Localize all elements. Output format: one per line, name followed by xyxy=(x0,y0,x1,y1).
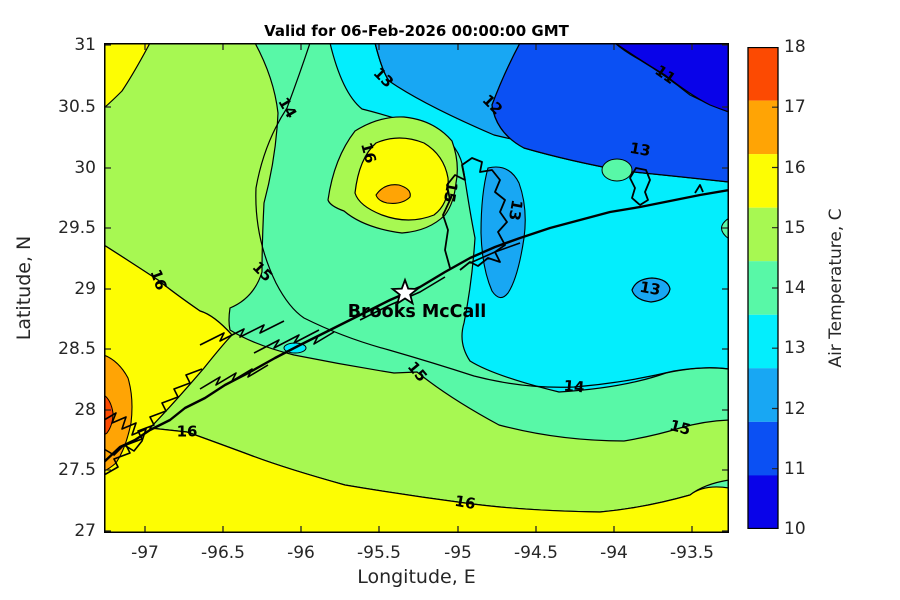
colorbar-tick-label: 11 xyxy=(784,459,806,479)
axis-ticks xyxy=(104,43,729,533)
colorbar-tick-label: 13 xyxy=(784,338,806,358)
colorbar-axis-label: Air Temperature, C xyxy=(826,208,846,368)
contour-label: 15 xyxy=(668,416,693,439)
fill-region-yellow-bottom xyxy=(104,244,729,533)
x-tick-label: -93.5 xyxy=(670,543,714,563)
station-name-label: Brooks McCall xyxy=(348,302,487,322)
x-tick-label: -94 xyxy=(600,543,628,563)
sabine-lake-outline xyxy=(629,167,651,206)
colorbar-tick-label: 15 xyxy=(784,218,806,238)
x-tick-label: -95 xyxy=(444,543,472,563)
x-tick-label: -96 xyxy=(287,543,315,563)
colorbar-band xyxy=(748,368,778,422)
y-tick-label: 29.5 xyxy=(58,218,96,238)
fill-region-orange-lens xyxy=(375,184,411,204)
colorbar-band xyxy=(748,47,778,101)
contour-label: 14 xyxy=(563,377,585,397)
colorbar-tick-label: 16 xyxy=(784,158,806,178)
colorbar-band xyxy=(748,314,778,369)
map-plot-area: 14 13 12 11 16 15 13 13 16 15 13 15 14 1… xyxy=(104,43,729,533)
contour-label: 13 xyxy=(505,198,526,222)
fill-region-orangered-left xyxy=(104,394,114,436)
x-tick-label: -94.5 xyxy=(514,543,558,563)
contour-lines xyxy=(255,43,729,388)
contour-label: 16 xyxy=(453,492,477,513)
coastline xyxy=(104,157,729,476)
fill-region-bay-stripe xyxy=(480,166,526,299)
contour-label: 13 xyxy=(638,278,662,299)
fill-region-yellow-corner xyxy=(104,43,151,109)
y-tick-label: 30.5 xyxy=(58,97,96,117)
y-tick-label: 27 xyxy=(74,521,96,541)
contour-label: 16 xyxy=(177,423,198,441)
colorbar-band xyxy=(748,421,778,476)
x-tick-label: -96.5 xyxy=(201,543,245,563)
colorbar-tick-label: 14 xyxy=(784,278,806,298)
y-tick-label: 27.5 xyxy=(58,460,96,480)
colorbar-band xyxy=(748,100,778,155)
station-star-marker xyxy=(390,277,420,306)
colorbar-tick-label: 12 xyxy=(784,399,806,419)
contour-label: 15 xyxy=(440,180,461,204)
plot-title: Valid for 06-Feb-2026 00:00:00 GMT xyxy=(264,22,569,40)
y-tick-label: 31 xyxy=(74,35,96,55)
colorbar-tick-label: 18 xyxy=(784,37,806,57)
colorbar-band xyxy=(748,207,778,262)
contour-label: 13 xyxy=(628,139,652,160)
fill-region-dark-blue xyxy=(613,43,729,113)
y-tick-label: 28.5 xyxy=(58,339,96,359)
contour-label: 16 xyxy=(357,140,380,165)
y-tick-label: 28 xyxy=(74,400,96,420)
y-tick-label: 29 xyxy=(74,279,96,299)
y-tick-label: 30 xyxy=(74,158,96,178)
colorbar xyxy=(747,47,779,529)
x-tick-label: -97 xyxy=(131,543,159,563)
colorbar-tick-marks xyxy=(772,106,778,470)
fill-region-cold-spot xyxy=(631,277,671,303)
x-tick-label: -95.5 xyxy=(357,543,401,563)
colorbar-border xyxy=(747,47,779,529)
x-axis-label: Longitude, E xyxy=(357,566,476,588)
colorbar-tick-label: 10 xyxy=(784,519,806,539)
colorbar-band xyxy=(748,154,778,208)
colorbar-tick-label: 17 xyxy=(784,97,806,117)
colorbar-band xyxy=(748,475,778,529)
plot-border xyxy=(104,43,729,533)
fill-region-warm-spot-east xyxy=(601,158,633,182)
galveston-bay-outline xyxy=(442,157,508,271)
y-axis-label: Latitude, N xyxy=(13,235,35,341)
fill-region-orange-left xyxy=(104,354,133,472)
